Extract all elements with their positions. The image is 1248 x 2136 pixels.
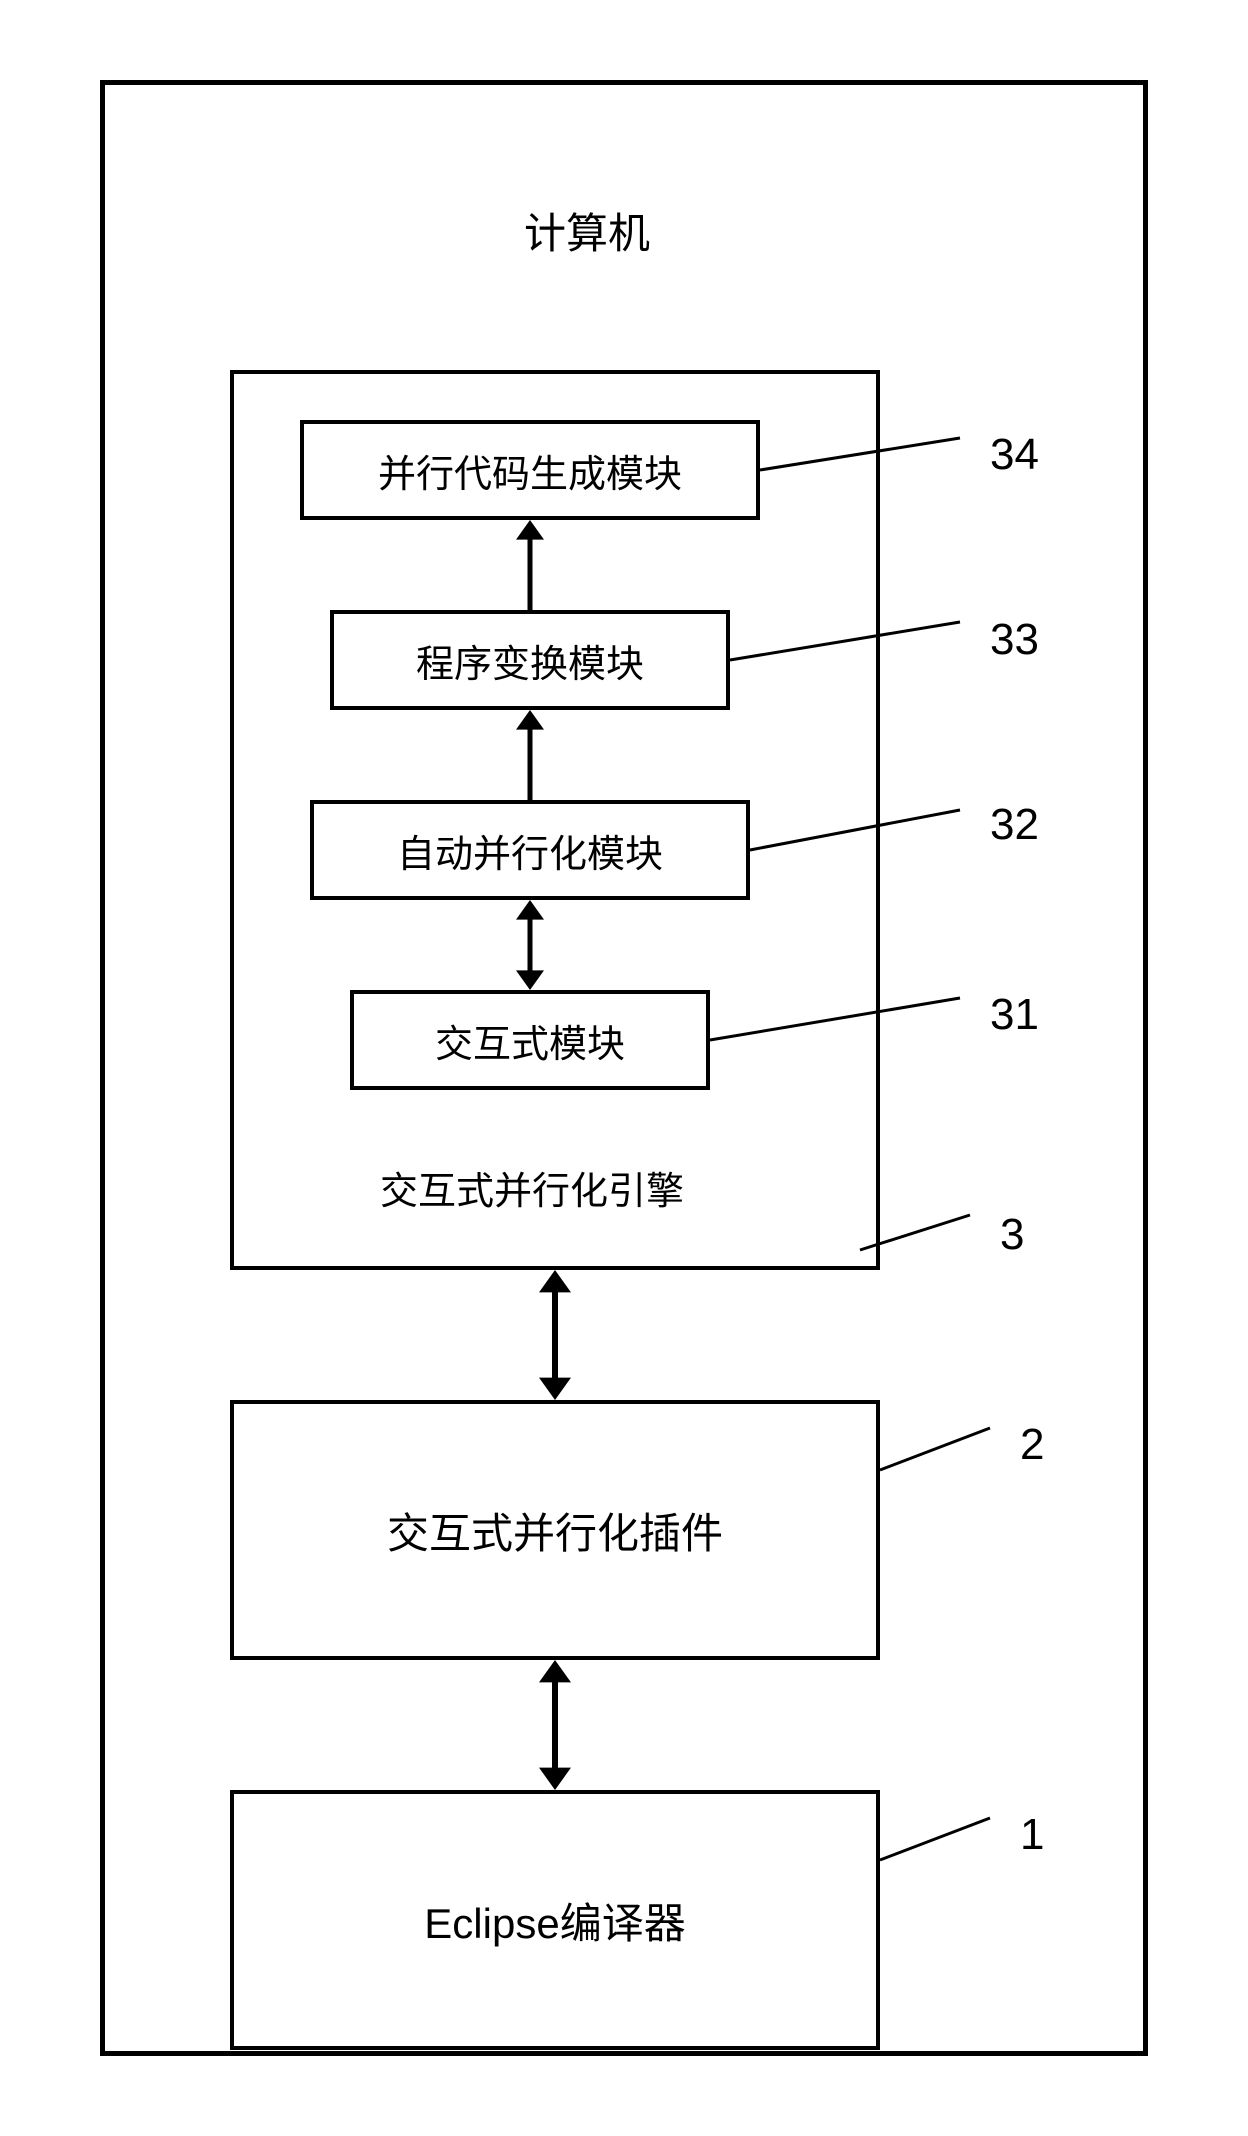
diagram-canvas: 计算机 交互式并行化引擎 3 并行代码生成模块 34 程序变换模块 33 自动并… — [0, 0, 1248, 2136]
connector-layer — [0, 0, 1248, 2136]
